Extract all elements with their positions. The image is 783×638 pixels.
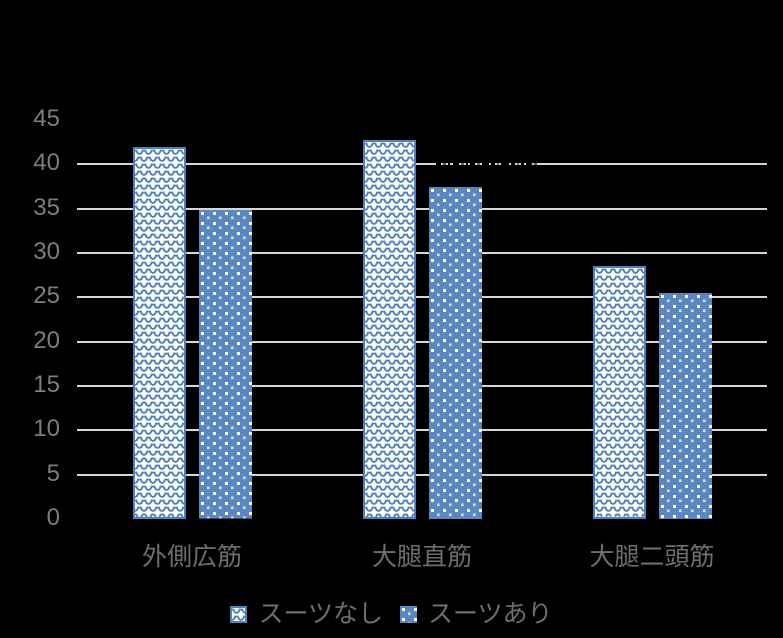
annotation-dash-7 — [477, 160, 480, 167]
y-tick-label-35: 35 — [33, 193, 60, 221]
legend-label-スーツなし: スーツなし — [258, 599, 383, 628]
gridline-35 — [77, 207, 767, 210]
dots-pattern-fill — [658, 292, 712, 519]
annotation-dash-5 — [466, 160, 468, 167]
bar-スーツなし-大腿二頭筋 — [592, 266, 646, 519]
annotation-dash-13 — [517, 160, 519, 167]
annotation-dash-15 — [526, 160, 532, 167]
y-tick-label-25: 25 — [33, 282, 60, 310]
legend-swatch-wave-icon — [230, 605, 248, 623]
dots-pattern-fill — [428, 186, 482, 519]
wave-pattern-fill — [134, 148, 184, 517]
y-tick-label-40: 40 — [33, 149, 60, 177]
gridline-20 — [77, 340, 767, 343]
annotation-dash-0 — [436, 160, 441, 167]
bar-スーツあり-外側広筋 — [198, 210, 252, 519]
legend-label-スーツあり: スーツあり — [428, 599, 553, 628]
annotation-dash-3 — [453, 160, 459, 167]
gridline-5 — [77, 473, 767, 476]
annotation-dash-6 — [470, 160, 475, 167]
bar-スーツあり-大腿直筋 — [428, 186, 482, 519]
annotation-dash-9 — [491, 160, 495, 167]
annotation-dash-16 — [534, 160, 537, 167]
annotation-dash-10 — [497, 160, 499, 167]
annotation-dash-14 — [521, 160, 524, 167]
legend: スーツなし スーツあり — [0, 599, 783, 629]
gridline-30 — [77, 252, 767, 255]
legend-pattern-fill — [232, 607, 246, 621]
y-tick-label-45: 45 — [33, 105, 60, 133]
legend-pattern-fill — [400, 605, 417, 623]
wave-pattern-fill — [364, 141, 414, 517]
gridline-10 — [77, 429, 767, 432]
annotation-dash-2 — [448, 160, 450, 167]
bar-スーツあり-大腿二頭筋 — [658, 292, 712, 519]
legend-entry-スーツあり: スーツあり — [400, 599, 553, 628]
wave-pattern-fill — [594, 268, 644, 517]
category-label-2: 大腿直筋 — [371, 543, 472, 571]
category-label-3: 大腿二頭筋 — [589, 543, 715, 571]
y-tick-label-10: 10 — [33, 415, 60, 443]
annotation-dash-8 — [482, 160, 489, 167]
y-tick-label-0: 0 — [46, 504, 60, 532]
y-tick-label-5: 5 — [46, 459, 60, 487]
dots-pattern-fill — [198, 210, 252, 519]
bar-スーツなし-外側広筋 — [132, 146, 186, 519]
annotation-dash-11 — [501, 160, 509, 167]
annotation-dash-12 — [511, 160, 515, 167]
legend-entry-スーツなし: スーツなし — [230, 599, 383, 628]
y-tick-label-30: 30 — [33, 238, 60, 266]
gridline-15 — [77, 385, 767, 387]
gridline-25 — [77, 296, 767, 299]
y-tick-label-20: 20 — [33, 326, 60, 354]
annotation-dash-4 — [461, 160, 464, 167]
category-label-1: 外側広筋 — [141, 543, 242, 571]
y-tick-label-15: 15 — [33, 371, 60, 399]
bar-スーツなし-大腿直筋 — [362, 139, 416, 519]
annotation-dash-1 — [443, 160, 446, 167]
legend-swatch-dots-icon — [400, 605, 417, 623]
gridline-40 — [77, 163, 767, 166]
